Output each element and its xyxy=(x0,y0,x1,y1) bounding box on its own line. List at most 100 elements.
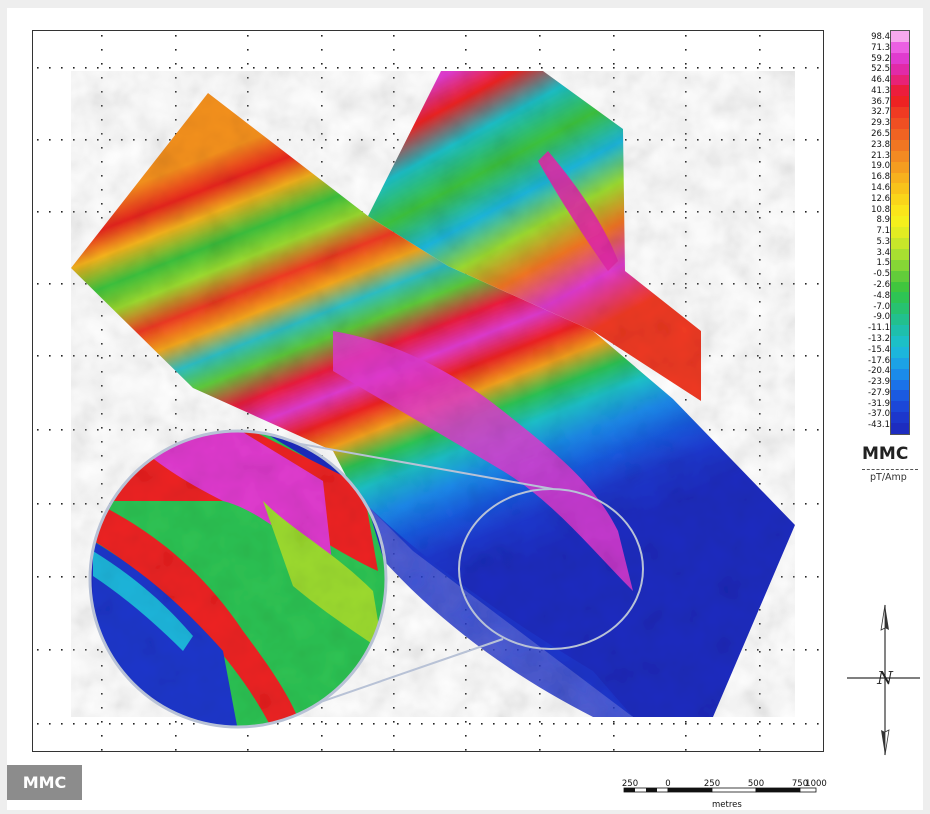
grid-dot xyxy=(465,735,467,737)
grid-dot xyxy=(759,427,761,429)
grid-dot xyxy=(101,203,103,205)
grid-dot xyxy=(465,49,467,51)
grid-dot xyxy=(393,91,395,93)
grid-dot xyxy=(685,217,687,219)
grid-dot xyxy=(793,139,795,141)
color-scale-label: -7.0 xyxy=(873,301,890,312)
grid-dot xyxy=(759,609,761,611)
grid-dot xyxy=(685,315,687,317)
grid-dot xyxy=(85,723,87,725)
grid-dot xyxy=(769,355,771,357)
blue-low-south xyxy=(358,501,633,717)
grid-dot xyxy=(175,91,177,93)
grid-dot xyxy=(145,67,147,69)
grid-dot xyxy=(445,723,447,725)
grid-dot xyxy=(157,429,159,431)
grid-dot xyxy=(481,67,483,69)
grid-dot xyxy=(539,49,541,51)
color-scale-cell xyxy=(891,107,909,119)
grid-dot xyxy=(247,427,249,429)
grid-dot xyxy=(421,67,423,69)
grid-dot xyxy=(685,77,687,79)
grid-dot xyxy=(393,735,395,737)
grid-dot xyxy=(175,427,177,429)
grid-dot xyxy=(175,63,177,65)
grid-dot xyxy=(465,693,467,695)
grid-dot xyxy=(321,119,323,121)
grid-dot xyxy=(37,576,39,578)
grid-dot xyxy=(247,77,249,79)
color-scale-label: 52.5 xyxy=(871,64,890,75)
grid-dot xyxy=(85,67,87,69)
grid-dot xyxy=(637,723,639,725)
grid-dot xyxy=(805,649,807,651)
color-scale-cell xyxy=(891,237,909,250)
magnetic-survey-map xyxy=(37,35,819,751)
grid-dot xyxy=(529,723,531,725)
grid-dot xyxy=(465,665,467,667)
grid-dot xyxy=(121,429,123,431)
grid-dot xyxy=(817,355,819,357)
grid-dot xyxy=(109,67,111,69)
grid-dot xyxy=(759,441,761,443)
grid-dot xyxy=(601,67,603,69)
grid-dot xyxy=(759,77,761,79)
grid-dot xyxy=(393,609,395,611)
grid-dot xyxy=(97,649,99,651)
grid-dot xyxy=(85,283,87,285)
grid-dot xyxy=(73,723,75,725)
grid-dot xyxy=(101,161,103,163)
grid-dot xyxy=(759,105,761,107)
grid-dot xyxy=(205,429,207,431)
grid-dot xyxy=(321,133,323,135)
grid-dot xyxy=(553,67,555,69)
grid-dot xyxy=(805,211,807,213)
grid-dot xyxy=(321,35,323,37)
anomaly-ridge xyxy=(333,331,633,591)
grid-dot xyxy=(85,211,87,213)
legend-unit-label: pT/Amp xyxy=(870,472,907,483)
grid-dot xyxy=(393,679,395,681)
grid-dot xyxy=(101,651,103,653)
grid-dot xyxy=(759,343,761,345)
grid-dot xyxy=(759,483,761,485)
grid-dot xyxy=(817,649,819,651)
grid-dot xyxy=(759,63,761,65)
grid-dot xyxy=(613,77,615,79)
grid-dot xyxy=(393,693,395,695)
grid-dot xyxy=(685,749,687,751)
grid-dot xyxy=(409,723,411,725)
grid-dot xyxy=(733,211,735,213)
grid-dot xyxy=(393,721,395,723)
grid-dot xyxy=(685,63,687,65)
color-scale-label: 19.0 xyxy=(871,161,890,172)
grid-dot xyxy=(759,119,761,121)
grid-dot xyxy=(793,576,795,578)
grid-dot xyxy=(393,147,395,149)
grid-dot xyxy=(289,139,291,141)
grid-dot xyxy=(313,723,315,725)
grid-dot xyxy=(321,49,323,51)
grid-dot xyxy=(781,429,783,431)
grid-dot xyxy=(121,139,123,141)
grid-dot xyxy=(247,119,249,121)
grid-dot xyxy=(817,429,819,431)
grid-dot xyxy=(817,723,819,725)
grid-dot xyxy=(649,139,651,141)
color-scale-label: 5.3 xyxy=(876,236,890,247)
grid-dot xyxy=(685,721,687,723)
color-scale-label: -2.6 xyxy=(873,280,890,291)
grid-dot xyxy=(613,723,615,725)
grid-dot xyxy=(685,399,687,401)
grid-dot xyxy=(781,576,783,578)
grid-dot xyxy=(685,287,687,289)
grid-dot xyxy=(565,67,567,69)
grid-dot xyxy=(685,245,687,247)
grid-dot xyxy=(759,637,761,639)
grid-dot xyxy=(101,483,103,485)
grid-dot xyxy=(721,429,723,431)
grid-dot xyxy=(769,67,771,69)
grid-dot xyxy=(759,217,761,219)
grid-dot xyxy=(109,211,111,213)
grid-dot xyxy=(73,283,75,285)
